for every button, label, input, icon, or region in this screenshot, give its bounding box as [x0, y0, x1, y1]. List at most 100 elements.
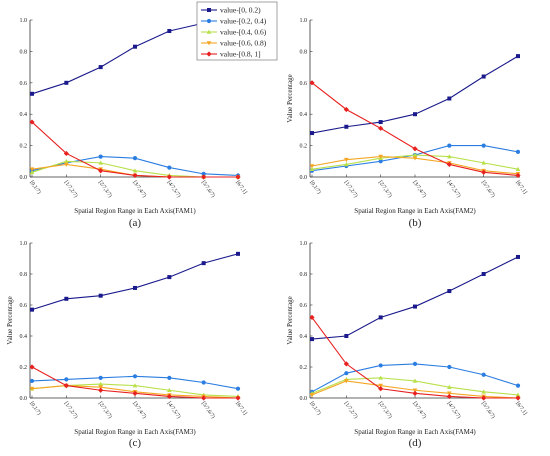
y-tick-label: 0.4: [20, 112, 28, 118]
data-point: [29, 119, 35, 125]
data-point: [236, 251, 240, 256]
panel-caption: (b): [409, 217, 422, 229]
data-point: [515, 149, 521, 154]
data-point: [344, 334, 349, 338]
x-axis-label: Spatial Region Range in Each Axis(FAM1): [74, 207, 196, 215]
data-point: [481, 372, 486, 377]
chart-panel-2: 0.0 0.2 0.4 0.6 0.8 1.0 [0,1/7) [1/7,2/7) [2/7,3…: [286, 18, 528, 229]
x-tick-label: [6/7,1]: [514, 180, 528, 196]
data-point: [98, 293, 103, 298]
y-tick-label: 0.4: [300, 112, 308, 118]
data-point: [412, 388, 418, 393]
data-point: [132, 172, 138, 179]
series-line: [311, 317, 518, 399]
legend-swatch-marker: [206, 29, 212, 34]
x-axis-label: Spatial Region Range in Each Axis(FAM2): [354, 207, 476, 215]
data-point: [167, 375, 172, 380]
data-point: [413, 112, 417, 117]
data-point: [412, 152, 418, 157]
y-axis-label: Value Percentage: [6, 296, 14, 344]
data-point: [235, 395, 241, 401]
data-point: [516, 254, 520, 259]
x-tick-label: [5/7,6/7): [480, 400, 497, 420]
data-point: [378, 375, 383, 380]
data-point: [378, 315, 383, 320]
data-point: [447, 391, 452, 396]
data-point: [98, 154, 103, 159]
data-point: [64, 162, 69, 167]
data-point: [132, 156, 138, 161]
legend-entry-4: value-[0.6, 0.8): [201, 39, 267, 48]
data-point: [30, 91, 34, 96]
y-axis-label: Value Percentage: [286, 296, 294, 344]
x-tick-label: [3/7,4/7): [411, 400, 428, 420]
data-point: [29, 364, 35, 370]
x-tick-label: [3/7,4/7): [131, 179, 148, 199]
data-point: [30, 307, 34, 312]
data-point: [310, 131, 314, 136]
data-point: [446, 161, 452, 168]
data-point: [98, 387, 104, 393]
data-point: [64, 377, 69, 382]
data-point: [344, 124, 349, 129]
x-tick-label: [4/7,5/7): [446, 179, 463, 199]
y-tick-label: 0.0: [20, 175, 28, 181]
x-tick-label: [6/7,1]: [514, 401, 528, 417]
data-point: [201, 171, 206, 176]
data-point: [309, 166, 315, 171]
data-point: [98, 381, 103, 386]
data-point: [378, 159, 383, 164]
y-tick-label: 0.6: [300, 81, 308, 87]
y-tick-label: 0.2: [300, 144, 308, 150]
data-point: [343, 106, 349, 113]
data-point: [167, 387, 172, 393]
y-tick-label: 0.2: [20, 144, 28, 150]
data-point: [235, 386, 241, 391]
y-tick-label: 1.0: [300, 241, 308, 247]
legend-swatch-marker: [206, 18, 212, 24]
y-tick-label: 0.0: [300, 396, 308, 402]
legend-label: value-[0.6, 0.8): [220, 39, 267, 48]
legend-swatch-marker: [207, 8, 211, 12]
panel-caption: (d): [409, 437, 422, 449]
data-point: [447, 96, 452, 101]
y-tick-label: 0.8: [300, 49, 308, 55]
x-tick-label: [1/7,2/7): [343, 400, 360, 420]
data-point: [235, 174, 241, 180]
data-point: [310, 337, 314, 342]
x-tick-label: [5/7,6/7): [200, 179, 217, 199]
data-point: [132, 383, 138, 388]
x-tick-label: [1/7,2/7): [343, 179, 360, 199]
data-point: [98, 385, 103, 390]
series-1: [310, 54, 520, 136]
data-point: [309, 393, 315, 398]
legend: value-[0, 0.2) value-[0.2, 0.4) value-[0.4…: [196, 1, 278, 61]
chart-panel-4: 0.0 0.2 0.4 0.6 0.8 1.0 [0,1/7) [1/7,2/7) [2/7,3…: [286, 241, 528, 449]
data-point: [201, 261, 206, 266]
data-point: [378, 120, 383, 125]
legend-entry-1: value-[0, 0.2): [201, 6, 261, 15]
data-point: [98, 168, 104, 174]
data-point: [447, 364, 452, 370]
data-point: [378, 363, 383, 368]
x-tick-label: [2/7,3/7): [377, 400, 394, 420]
data-point: [309, 80, 315, 86]
data-point: [378, 154, 383, 159]
y-tick-label: 1.0: [20, 241, 28, 247]
legend-label: value-[0, 0.2): [220, 6, 261, 15]
data-point: [481, 143, 486, 148]
x-tick-label: [5/7,6/7): [200, 400, 217, 420]
chart-panels: 0.0 0.2 0.4 0.6 0.8 1.0 [0,1/7) [1/7,2/7) [2/7,3…: [6, 18, 528, 449]
x-axis-label: Spatial Region Range in Each Axis(FAM4): [354, 428, 476, 436]
data-point: [344, 371, 349, 376]
data-point: [378, 383, 383, 388]
data-point: [515, 395, 521, 401]
x-tick-label: [0,1/7): [308, 400, 322, 416]
y-tick-label: 0.0: [20, 396, 28, 402]
panel-caption: (a): [129, 217, 142, 229]
series-line: [311, 363, 519, 393]
data-point: [133, 44, 137, 49]
data-point: [29, 167, 35, 172]
series-1: [310, 254, 520, 342]
